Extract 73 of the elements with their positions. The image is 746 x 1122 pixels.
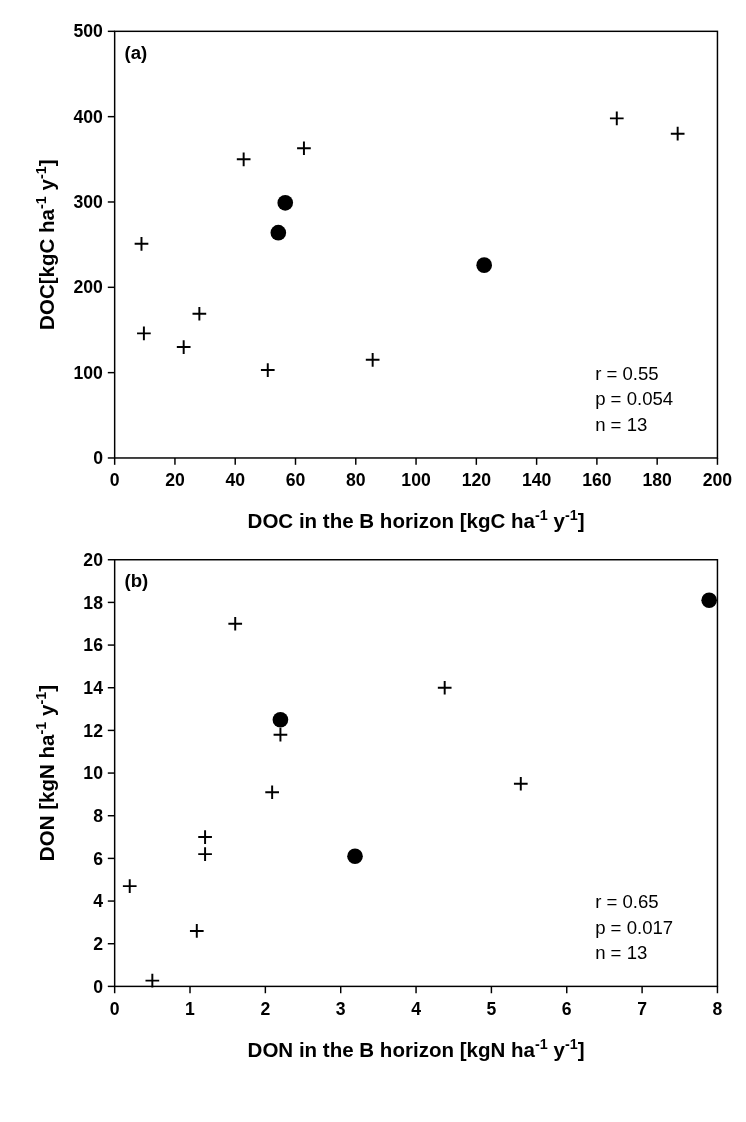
x-tick-label: 20 xyxy=(165,470,185,491)
x-axis-title: DOC in the B horizon [kgC ha$^{-1}$ y$^{-1}$] xyxy=(247,507,585,533)
x-tick-label: 60 xyxy=(285,470,306,491)
y-tick-label: 12 xyxy=(83,720,104,741)
point xyxy=(277,195,294,211)
x-tick-label: 140 xyxy=(521,470,552,491)
x-tick-label: 3 xyxy=(335,998,346,1019)
y-tick-label: 500 xyxy=(73,21,104,42)
y-tick-label: 2 xyxy=(93,933,104,954)
point xyxy=(197,829,213,845)
y-tick-label: 14 xyxy=(83,677,104,698)
y-tick-label: 400 xyxy=(73,106,104,127)
x-tick-label: 7 xyxy=(637,998,648,1019)
point xyxy=(476,257,492,273)
x-tick-label: 5 xyxy=(486,998,497,1019)
x-tick-label: 180 xyxy=(642,470,673,491)
y-tick-label: 20 xyxy=(83,549,104,570)
point xyxy=(144,972,161,989)
annotation: p = 0.054 xyxy=(595,388,674,410)
point xyxy=(191,305,208,322)
point xyxy=(133,235,150,252)
point xyxy=(364,352,381,368)
point xyxy=(272,711,289,728)
y-tick-label: 16 xyxy=(83,635,104,656)
x-tick-label: 4 xyxy=(411,998,422,1019)
point xyxy=(272,726,289,743)
annotation: (b) xyxy=(124,570,149,592)
point xyxy=(121,878,138,894)
point xyxy=(188,923,205,939)
annotation: r = 0.65 xyxy=(595,891,659,913)
y-tick-label: 0 xyxy=(93,976,104,997)
point xyxy=(175,339,192,355)
point xyxy=(608,110,625,127)
y-tick-label: 100 xyxy=(73,362,104,383)
x-tick-label: 120 xyxy=(461,470,492,491)
point xyxy=(227,615,244,632)
point xyxy=(235,151,252,168)
point xyxy=(259,362,276,378)
y-tick-label: 18 xyxy=(83,592,104,613)
x-tick-label: 0 xyxy=(109,998,120,1019)
point xyxy=(347,848,363,865)
x-tick-label: 6 xyxy=(561,998,572,1019)
annotation: n = 13 xyxy=(595,413,648,435)
x-tick-label: 200 xyxy=(702,470,733,491)
x-tick-label: 0 xyxy=(109,470,120,491)
y-tick-label: 4 xyxy=(93,891,104,912)
annotation: (a) xyxy=(124,41,148,63)
y-tick-label: 300 xyxy=(73,192,104,213)
x-tick-label: 8 xyxy=(712,998,723,1019)
x-tick-label: 2 xyxy=(260,998,271,1019)
point xyxy=(197,846,213,862)
y-tick-label: 200 xyxy=(73,277,104,298)
annotation: r = 0.55 xyxy=(595,362,659,384)
y-tick-label: 10 xyxy=(83,763,104,784)
x-tick-label: 100 xyxy=(401,470,431,491)
x-tick-label: 160 xyxy=(582,470,612,491)
point xyxy=(669,125,686,142)
point xyxy=(512,775,529,792)
x-tick-label: 80 xyxy=(345,470,366,491)
point xyxy=(270,224,287,241)
y-tick-label: 6 xyxy=(93,848,104,869)
point xyxy=(264,784,280,801)
annotation: n = 13 xyxy=(595,941,648,963)
y-tick-label: 8 xyxy=(93,805,104,826)
y-tick-label: 0 xyxy=(93,448,104,469)
point xyxy=(701,592,717,609)
point xyxy=(436,679,453,696)
x-tick-label: 40 xyxy=(225,470,246,491)
x-tick-label: 1 xyxy=(185,998,196,1019)
annotation: p = 0.017 xyxy=(595,916,674,938)
point xyxy=(136,325,152,342)
point xyxy=(296,140,312,157)
x-axis-title: DON in the B horizon [kgN ha$^{-1}$ y$^{-1}$] xyxy=(247,1035,585,1061)
